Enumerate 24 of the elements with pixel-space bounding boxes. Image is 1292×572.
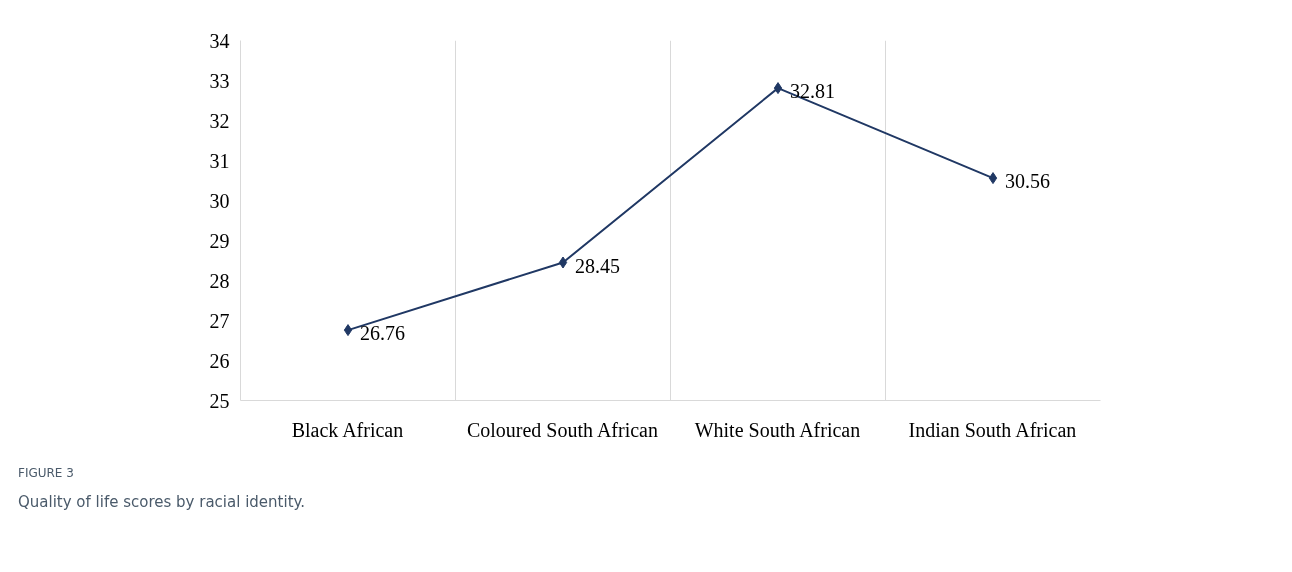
x-tick-label: Coloured South African (466, 418, 658, 441)
point (773, 82, 783, 95)
y-tick-label: 30 (209, 189, 230, 212)
y-tick-label: 32 (209, 109, 230, 132)
data-label: 32.81 (790, 80, 835, 103)
point (988, 172, 998, 185)
text: Quality of life scores by racial identity. (18, 492, 306, 514)
x-tick-label: White South African (694, 418, 861, 441)
y-tick-label: 29 (209, 229, 230, 252)
point (343, 324, 353, 337)
x-tick-label: Indian South African (908, 418, 1077, 441)
y-tick-label: 28 (209, 269, 230, 292)
y-tick-label: 33 (209, 69, 230, 92)
data-label: 30.56 (1005, 170, 1050, 193)
data-label: 26.76 (360, 322, 405, 345)
y-tick-label: 26 (209, 349, 230, 372)
y-tick-label: 34 (209, 29, 230, 52)
x-tick-label: Black African (291, 418, 404, 441)
y-tick-label: 27 (209, 309, 230, 332)
y-tick-label: 31 (209, 149, 230, 172)
y-tick-label: 25 (209, 389, 230, 412)
point (558, 256, 568, 269)
caption: FIGURE 3 (18, 465, 74, 482)
data-label: 28.45 (575, 254, 620, 277)
